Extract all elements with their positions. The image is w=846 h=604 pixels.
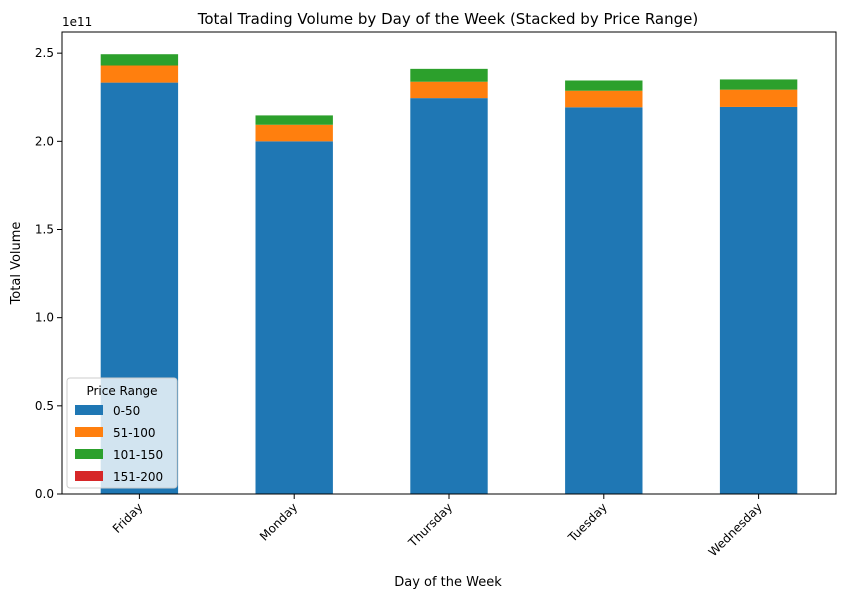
x-tick-label: Friday	[110, 500, 146, 536]
legend-label: 101-150	[113, 448, 163, 462]
y-tick-label: 2.0	[35, 134, 54, 148]
bar-segment-0-50-tuesday	[565, 107, 643, 495]
bar-segment-51-100-monday	[255, 124, 333, 142]
y-axis: 0.0 0.5 1.0 1.5 2.0 2.5	[35, 46, 62, 501]
bar-segment-101-150-wednesday	[719, 79, 798, 90]
legend-swatch	[75, 405, 103, 415]
x-tick-label: Thursday	[405, 500, 455, 550]
bar-segment-0-50-monday	[255, 141, 333, 494]
bar-segment-51-100-wednesday	[719, 89, 798, 107]
bar-segment-101-150-thursday	[410, 68, 488, 82]
y-tick-label: 0.5	[35, 399, 54, 413]
legend-label: 0-50	[113, 404, 140, 418]
bar-segment-0-50-thursday	[410, 98, 488, 495]
plot-area	[61, 31, 837, 495]
x-axis-label: Day of the Week	[394, 575, 502, 590]
legend-label: 151-200	[113, 470, 163, 484]
y-axis-offset-label: 1e11	[62, 15, 92, 29]
legend-label: 51-100	[113, 426, 156, 440]
y-tick-label: 0.0	[35, 487, 54, 501]
bar-segment-101-150-monday	[255, 115, 333, 125]
x-axis: Friday Monday Thursday Tuesday Wednesday	[110, 494, 765, 559]
bar-segment-0-50-wednesday	[719, 106, 798, 494]
y-tick-label: 1.5	[35, 222, 54, 236]
chart-title: Total Trading Volume by Day of the Week …	[197, 10, 698, 28]
y-tick-label: 2.5	[35, 46, 54, 60]
legend-title: Price Range	[86, 384, 157, 398]
bar-segment-51-100-tuesday	[565, 90, 643, 108]
x-tick-label: Wednesday	[706, 500, 765, 559]
bar-segment-51-100-thursday	[410, 81, 488, 99]
legend-swatch	[75, 471, 103, 481]
legend-swatch	[75, 449, 103, 459]
x-tick-label: Tuesday	[565, 500, 610, 545]
y-tick-label: 1.0	[35, 311, 54, 325]
bar-segment-101-150-tuesday	[565, 80, 643, 91]
bar-segment-101-150-friday	[100, 54, 179, 66]
legend: Price Range 0-50 51-100 101-150 151-200	[66, 377, 178, 489]
legend-swatch	[75, 427, 103, 437]
x-tick-label: Monday	[257, 500, 300, 543]
bar-segment-51-100-friday	[100, 65, 179, 83]
y-axis-label: Total Volume	[9, 222, 24, 306]
